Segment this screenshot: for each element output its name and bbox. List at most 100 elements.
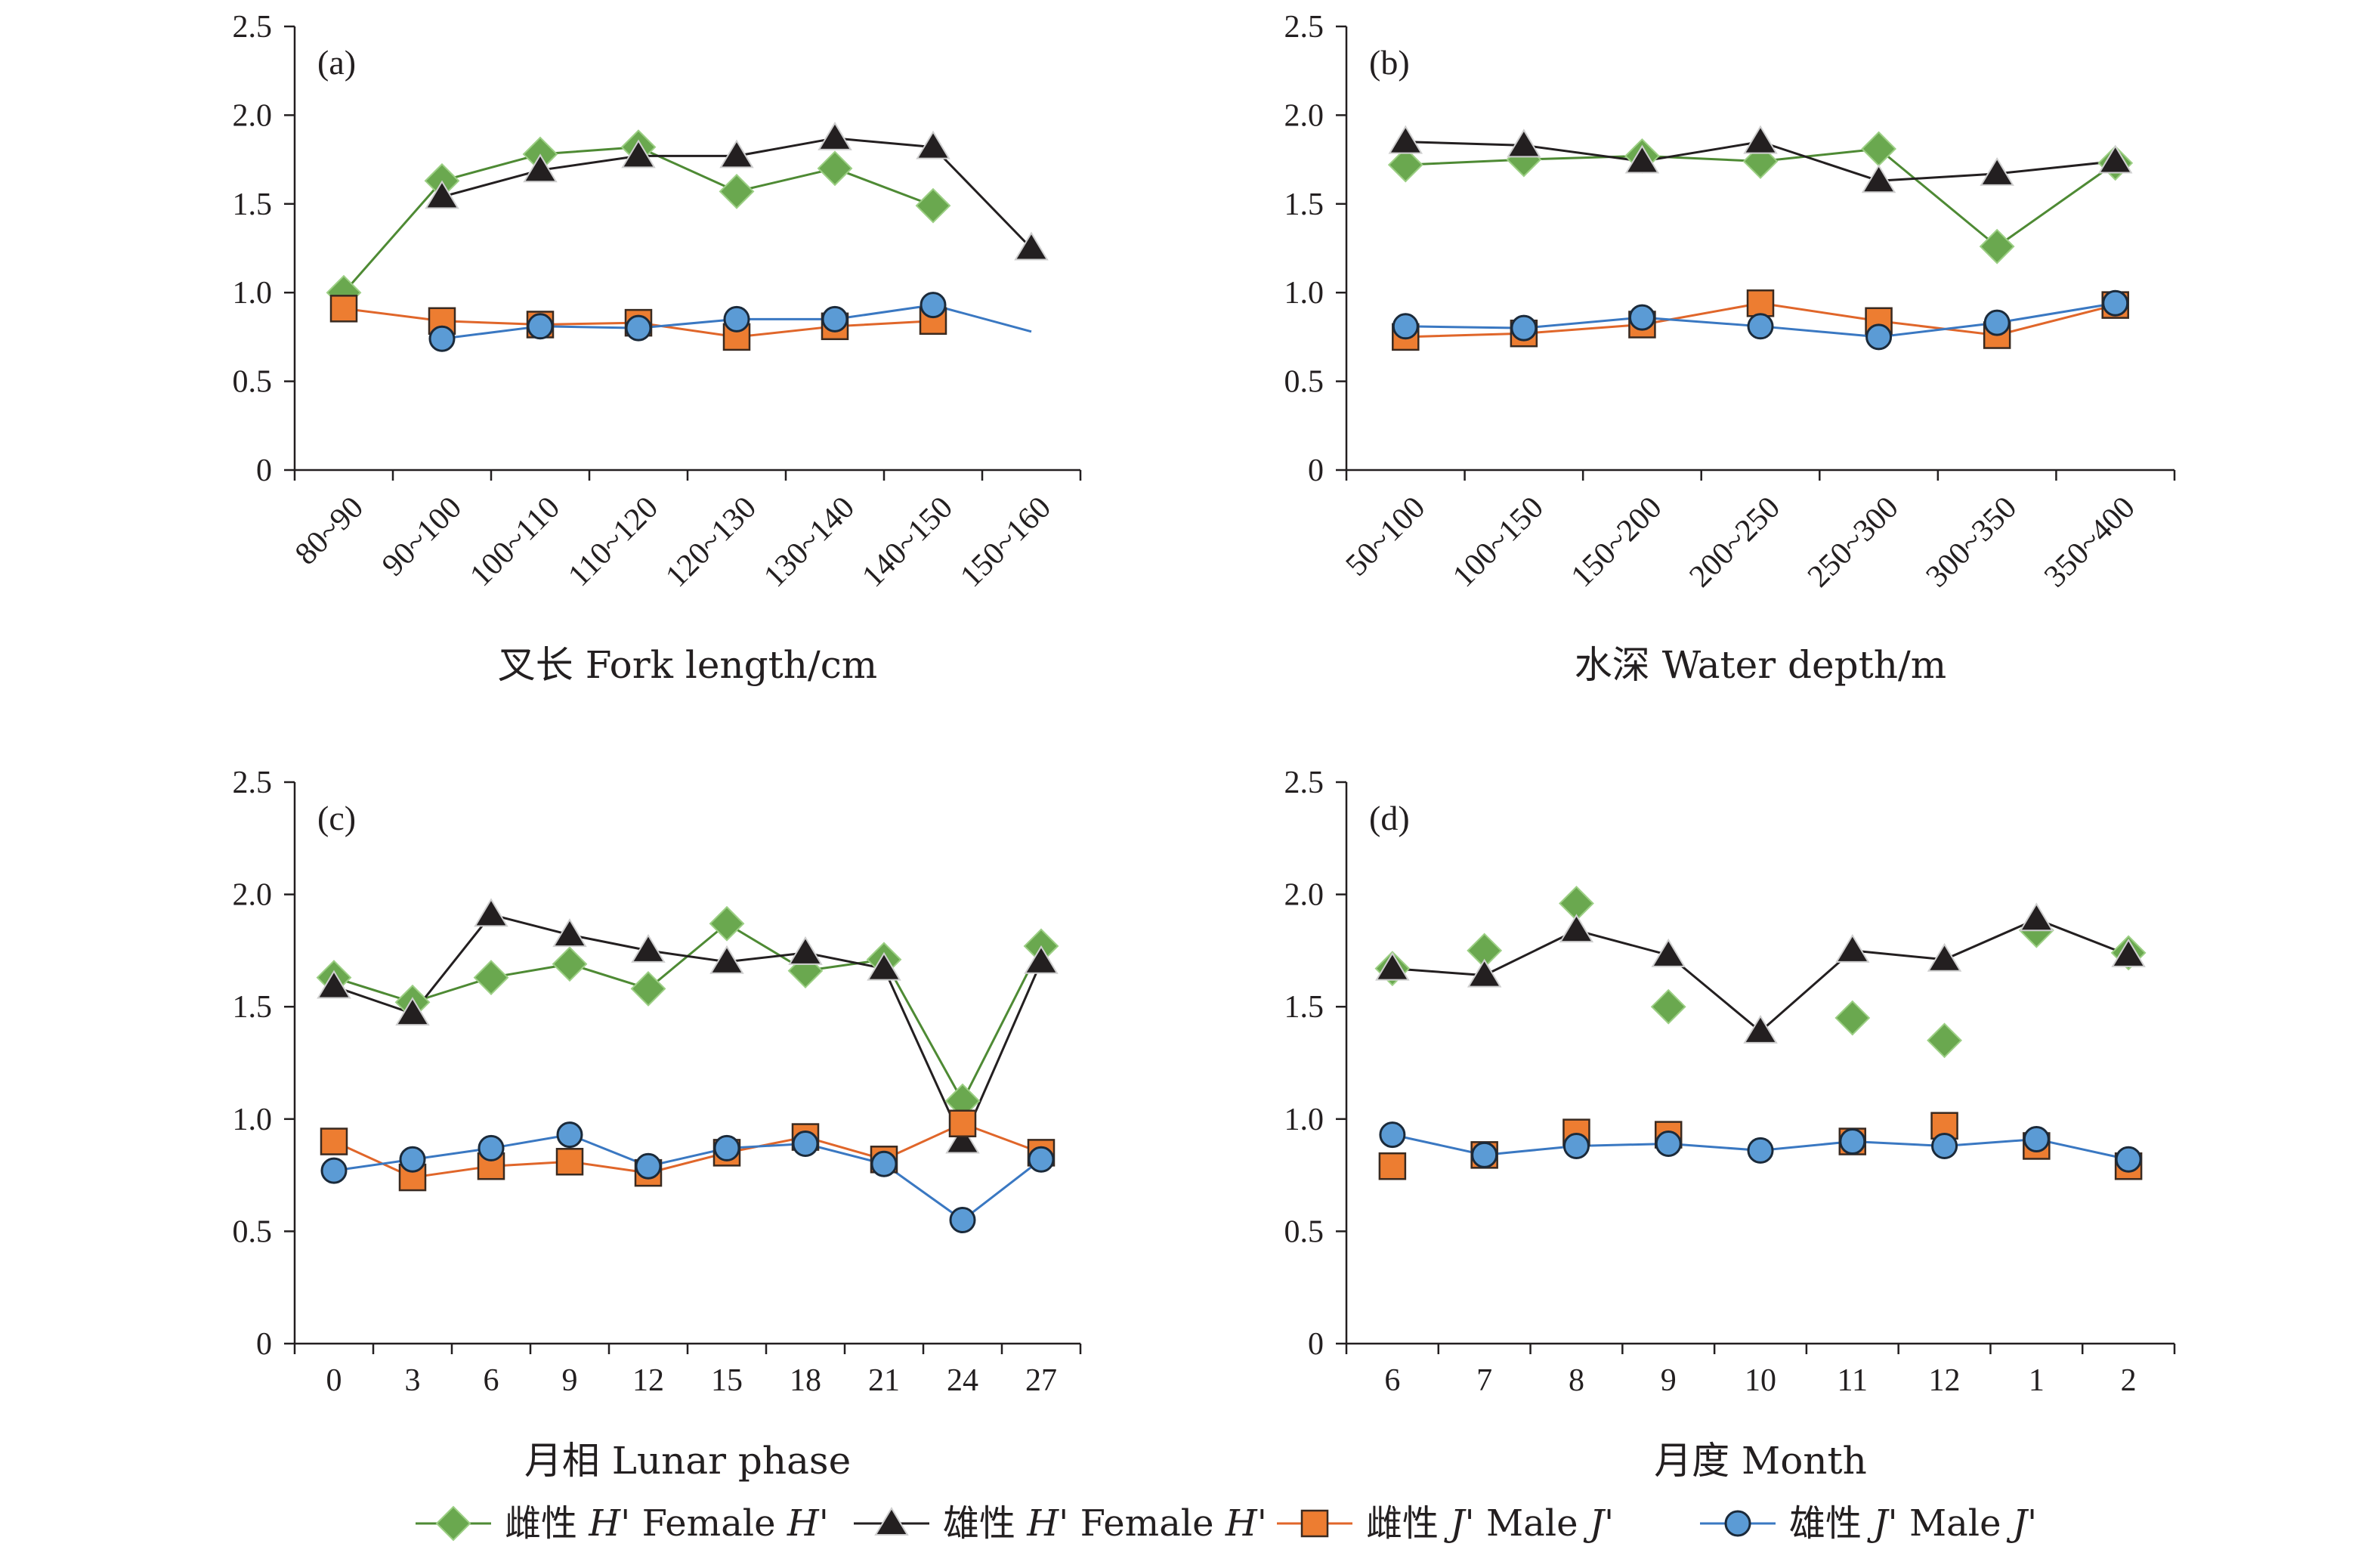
x-tick-label: 200~250 bbox=[1683, 490, 1787, 595]
legend: 雌性 H' Female H' 雄性 H' Female H' 雌性 J' Male… bbox=[416, 1502, 2037, 1545]
data-point-male-h bbox=[2097, 144, 2133, 174]
y-tick-label: 2.5 bbox=[233, 766, 273, 800]
data-point-male-h bbox=[788, 936, 823, 965]
data-point-female-h bbox=[630, 971, 666, 1007]
y-tick-label: 1.5 bbox=[233, 990, 273, 1025]
x-tick-label: 300~350 bbox=[1920, 490, 2024, 595]
x-tick-label: 9 bbox=[562, 1363, 578, 1398]
data-point-male-j bbox=[821, 305, 848, 333]
y-tick-label: 0 bbox=[1308, 1327, 1324, 1362]
x-tick-label: 120~130 bbox=[659, 490, 763, 595]
data-point-female-h bbox=[1927, 1022, 1962, 1059]
x-axis-title: 月相 Lunar phase bbox=[524, 1439, 851, 1483]
legend-label-part: H' bbox=[1026, 1502, 1068, 1545]
y-tick-label: 0.5 bbox=[233, 1214, 273, 1249]
data-point-male-h bbox=[1980, 156, 2014, 186]
x-tick-label: 15 bbox=[711, 1363, 743, 1398]
series-line-male-j bbox=[333, 1134, 1042, 1222]
y-tick-label: 0 bbox=[1308, 453, 1324, 488]
data-point-male-j bbox=[625, 314, 652, 342]
data-point-male-j bbox=[1747, 313, 1774, 340]
legend-marker bbox=[1300, 1509, 1329, 1538]
y-tick-label: 1.5 bbox=[1284, 187, 1324, 222]
x-tick-label: 100~110 bbox=[463, 490, 567, 594]
legend-item-male-j: 雄性 J' Male J' bbox=[1700, 1502, 2037, 1545]
data-point-female-j bbox=[1378, 1152, 1407, 1180]
x-tick-label: 50~100 bbox=[1340, 490, 1433, 583]
y-tick-label: 0 bbox=[256, 1327, 272, 1362]
series-markers bbox=[1387, 125, 2134, 351]
x-tick-label: 6 bbox=[484, 1363, 499, 1398]
x-tick-label: 350~400 bbox=[2038, 490, 2142, 595]
legend-label-part: H' bbox=[1225, 1502, 1267, 1545]
x-tick-label: 140~150 bbox=[855, 490, 960, 595]
data-point-female-h bbox=[1387, 147, 1423, 183]
data-point-male-j bbox=[1392, 313, 1419, 340]
legend-label-part: H' bbox=[787, 1502, 829, 1545]
data-point-male-h bbox=[1014, 231, 1049, 261]
legend-item-male-h: 雄性 H' Female H' bbox=[854, 1502, 1267, 1545]
legend-label: 雌性 J' Male J' bbox=[1366, 1502, 1614, 1545]
panel-label: (a) bbox=[317, 43, 356, 82]
data-point-male-j bbox=[527, 313, 554, 340]
data-point-male-j bbox=[1379, 1121, 1406, 1149]
data-point-male-j bbox=[1865, 323, 1893, 351]
y-tick-label: 2.0 bbox=[1284, 98, 1324, 133]
data-point-male-h bbox=[2019, 902, 2054, 932]
data-point-male-j bbox=[399, 1146, 426, 1173]
legend-marker bbox=[435, 1505, 471, 1542]
series-lines bbox=[333, 913, 1043, 1222]
panel-b: 0 0.5 1.0 1.5 2.0 2.5 50~100 100~150 150~200 200~… bbox=[1284, 10, 2176, 687]
data-point-male-j bbox=[1655, 1130, 1682, 1157]
data-point-female-j bbox=[948, 1109, 977, 1137]
x-tick-label: 24 bbox=[947, 1363, 978, 1398]
data-point-male-j bbox=[478, 1134, 505, 1161]
y-tick-label: 0.5 bbox=[233, 365, 273, 400]
legend-label-part: 雌性 bbox=[505, 1502, 589, 1545]
x-axis-title: 水深 Water depth/m bbox=[1575, 643, 1946, 687]
panels: 0 0.5 1.0 1.5 2.0 2.5 80~90 90~100100~110110~12… bbox=[233, 10, 2176, 1483]
data-point-male-h bbox=[2111, 938, 2146, 967]
data-point-male-h bbox=[916, 130, 950, 159]
legend-label-part: 雄性 bbox=[943, 1502, 1027, 1545]
data-point-female-h bbox=[1861, 131, 1896, 167]
legend-label: 雄性 H' Female H' bbox=[943, 1502, 1267, 1545]
panel-label: (d) bbox=[1369, 799, 1410, 837]
data-point-female-h bbox=[1650, 988, 1686, 1025]
data-point-male-j bbox=[1028, 1146, 1055, 1173]
legend-label: 雌性 H' Female H' bbox=[505, 1502, 829, 1545]
y-tick-label: 1.5 bbox=[1284, 990, 1324, 1025]
data-point-female-h bbox=[552, 946, 588, 982]
x-tick-label: 9 bbox=[1661, 1363, 1677, 1398]
data-point-male-j bbox=[2115, 1146, 2142, 1173]
x-tick-label: 150~200 bbox=[1565, 490, 1669, 595]
data-point-male-j bbox=[1839, 1128, 1866, 1155]
x-tick-label: 12 bbox=[1929, 1363, 1961, 1398]
data-point-male-j bbox=[713, 1134, 740, 1161]
y-tick-label: 1.0 bbox=[1284, 276, 1324, 311]
data-point-male-h bbox=[1467, 958, 1502, 988]
data-point-male-h bbox=[1559, 914, 1594, 943]
x-tick-label: 2 bbox=[2121, 1363, 2137, 1398]
data-point-male-j bbox=[1628, 304, 1655, 331]
x-tick-label: 18 bbox=[790, 1363, 821, 1398]
data-point-male-h bbox=[552, 918, 587, 948]
y-tick-label: 0.5 bbox=[1284, 365, 1324, 400]
data-point-female-j bbox=[1746, 289, 1775, 317]
data-point-male-j bbox=[723, 305, 750, 333]
data-point-male-h bbox=[719, 139, 754, 169]
x-tick-label: 100~150 bbox=[1446, 490, 1550, 595]
data-point-male-j bbox=[1931, 1132, 1958, 1159]
data-point-male-h bbox=[1927, 942, 1962, 972]
data-point-female-h bbox=[1834, 1000, 1871, 1036]
x-tick-label: 27 bbox=[1025, 1363, 1057, 1398]
data-point-male-h bbox=[945, 1124, 980, 1154]
x-tick-label: 11 bbox=[1838, 1363, 1868, 1398]
legend-label-part: Male bbox=[1898, 1502, 2013, 1545]
data-point-male-h bbox=[631, 933, 666, 963]
data-point-female-j bbox=[329, 295, 358, 323]
legend-label-part: 雄性 bbox=[1789, 1502, 1873, 1545]
series-markers bbox=[1374, 886, 2147, 1180]
data-point-male-j bbox=[1562, 1132, 1590, 1159]
